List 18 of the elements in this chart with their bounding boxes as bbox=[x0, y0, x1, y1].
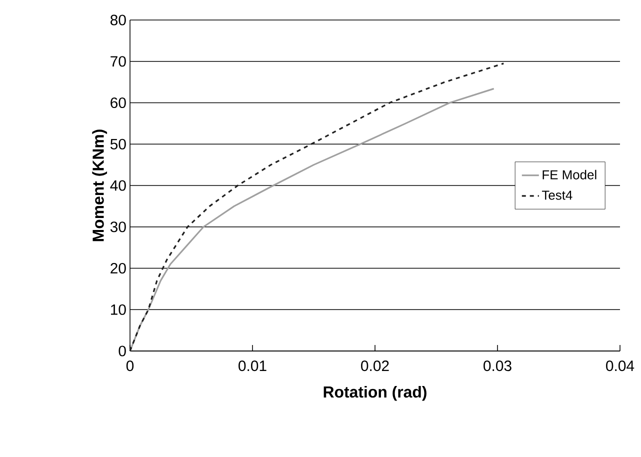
x-tick-label: 0.03 bbox=[484, 360, 512, 372]
y-axis-title: Moment (KNm) bbox=[92, 130, 108, 242]
legend-label: FE Model bbox=[542, 170, 596, 180]
y-tick-label: 60 bbox=[110, 97, 126, 108]
y-tick-label: 50 bbox=[110, 138, 126, 150]
y-tick-label: 0 bbox=[118, 346, 126, 356]
x-tick-label: 0.01 bbox=[238, 360, 266, 372]
x-tick-label: 0.02 bbox=[361, 360, 389, 372]
x-axis-title: Rotation (rad) bbox=[324, 386, 426, 401]
x-tick-label: 0.04 bbox=[606, 360, 634, 372]
y-tick-label: 80 bbox=[110, 14, 126, 26]
y-tick-label: 10 bbox=[111, 304, 126, 315]
y-tick-label: 20 bbox=[110, 262, 126, 274]
y-tick-label: 70 bbox=[110, 56, 126, 67]
legend-label: Test4 bbox=[542, 190, 572, 200]
y-tick-label: 40 bbox=[110, 180, 126, 191]
x-tick-label: 0 bbox=[126, 360, 134, 372]
y-tick-label: 30 bbox=[110, 222, 126, 232]
